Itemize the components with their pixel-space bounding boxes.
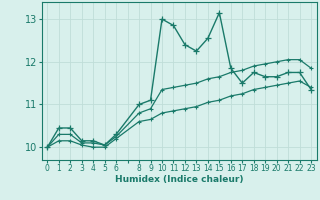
X-axis label: Humidex (Indice chaleur): Humidex (Indice chaleur): [115, 175, 244, 184]
